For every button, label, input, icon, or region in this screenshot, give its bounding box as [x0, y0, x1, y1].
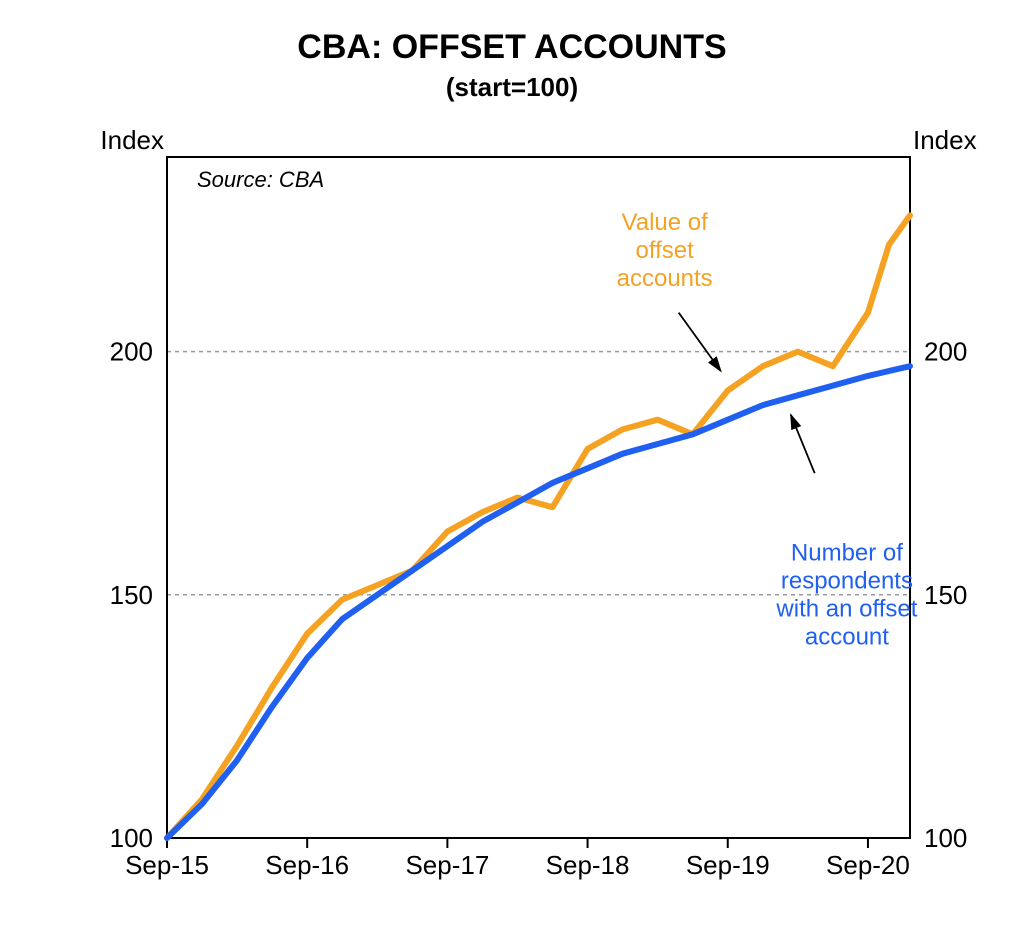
- y-tick-label-left: 150: [110, 580, 153, 610]
- x-tick-label: Sep-15: [125, 850, 209, 880]
- y-tick-label-right: 150: [924, 580, 967, 610]
- y-axis-label-left: Index: [100, 125, 164, 155]
- series-label-line: offset: [636, 237, 695, 264]
- series-label-line: Number of: [791, 540, 903, 567]
- y-tick-label-left: 200: [110, 337, 153, 367]
- series-label-line: respondents: [781, 568, 913, 595]
- x-tick-label: Sep-20: [826, 850, 910, 880]
- x-tick-label: Sep-17: [405, 850, 489, 880]
- chart-subtitle: (start=100): [446, 72, 578, 102]
- chart-svg: CBA: OFFSET ACCOUNTS (start=100) Index Inde…: [0, 0, 1024, 949]
- y-tick-label-right: 200: [924, 337, 967, 367]
- x-tick-label: Sep-16: [265, 850, 349, 880]
- y-axis-label-right: Index: [913, 125, 977, 155]
- series-label-line: Value of: [622, 209, 709, 236]
- series-label-line: account: [805, 624, 889, 651]
- y-tick-label-left: 100: [110, 823, 153, 853]
- chart-container: { "chart": { "type": "line", "title": "C…: [0, 0, 1024, 949]
- source-text: Source: CBA: [197, 167, 324, 192]
- chart-title: CBA: OFFSET ACCOUNTS: [297, 28, 726, 66]
- series-label-line: with an offset: [775, 596, 917, 623]
- x-tick-label: Sep-19: [686, 850, 770, 880]
- x-tick-label: Sep-18: [546, 850, 630, 880]
- y-tick-label-right: 100: [924, 823, 967, 853]
- series-label-line: accounts: [617, 265, 713, 292]
